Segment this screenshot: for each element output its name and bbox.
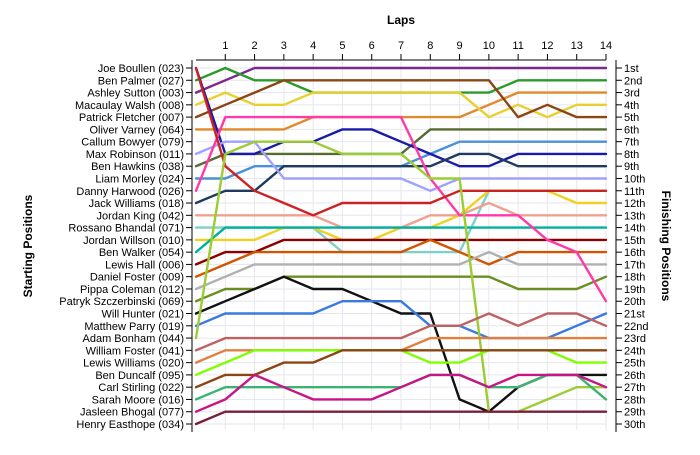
right-axis-title: Finishing Positions: [659, 191, 673, 302]
series-line-4: [194, 91, 608, 119]
x-tick-label: 3: [281, 40, 287, 52]
finishing-position-label: 12th: [624, 198, 645, 210]
starting-position-label: Ben Walker (054): [99, 247, 184, 259]
finishing-position-label: 22nd: [624, 321, 648, 333]
x-tick-label: 12: [541, 40, 553, 52]
starting-position-label: Jasleen Bhogal (077): [80, 407, 184, 419]
x-tick-label: 5: [339, 40, 345, 52]
finishing-position-label: 27th: [624, 382, 645, 394]
starting-position-label: Jordan Willson (010): [83, 235, 184, 247]
series-line-21: [194, 66, 608, 217]
finishing-position-label: 11th: [624, 186, 645, 198]
starting-position-label: William Foster (041): [86, 345, 184, 357]
starting-position-label: Ben Palmer (027): [98, 75, 184, 87]
finishing-position-label: 21st: [624, 309, 645, 321]
finishing-position-label: 28th: [624, 394, 645, 406]
series-line-15: [194, 238, 608, 266]
series-line-8: [194, 66, 608, 168]
starting-position-label: Jack Williams (018): [89, 198, 184, 210]
finishing-position-label: 2nd: [624, 75, 642, 87]
finishing-position-label: 4th: [624, 100, 639, 112]
finishing-position-label: 9th: [624, 161, 639, 173]
x-tick-label: 8: [427, 40, 433, 52]
starting-position-label: Lewis Hall (006): [105, 259, 184, 271]
starting-position-label: Max Robinson (011): [86, 149, 184, 161]
series-layer: [194, 66, 608, 426]
finishing-position-label: 18th: [624, 272, 645, 284]
starting-position-label: Ashley Sutton (003): [87, 88, 184, 100]
starting-position-label: Macaulay Walsh (008): [75, 100, 184, 112]
x-tick-label: 14: [600, 40, 612, 52]
starting-position-label: Daniel Foster (009): [90, 272, 184, 284]
series-line-20: [194, 115, 608, 303]
x-tick-label: 11: [512, 40, 523, 52]
finishing-position-label: 26th: [624, 370, 645, 382]
starting-position-label: Patryk Szczerbinski (069): [59, 296, 184, 308]
finishing-position-label: 6th: [624, 124, 639, 136]
finishing-position-label: 29th: [624, 407, 645, 419]
finishing-position-label: 14th: [624, 223, 645, 235]
x-tick-label: 2: [252, 40, 258, 52]
finishing-position-label: 19th: [624, 284, 645, 296]
x-axis-title: Laps: [387, 13, 415, 27]
finishing-position-label: 15th: [624, 235, 645, 247]
starting-position-label: Matthew Parry (019): [84, 321, 184, 333]
x-tick-label: 10: [483, 40, 495, 52]
series-line-24: [194, 312, 608, 352]
starting-position-label: Adam Bonham (044): [83, 333, 185, 345]
finishing-position-label: 16th: [624, 247, 645, 259]
series-line-10: [194, 140, 608, 193]
finishing-position-label: 3rd: [624, 88, 640, 100]
starting-position-label: Joe Boullen (023): [98, 63, 184, 75]
series-line-27: [194, 349, 608, 389]
finishing-position-label: 25th: [624, 358, 645, 370]
x-tick-label: 13: [571, 40, 583, 52]
starting-position-label: Carl Stirling (022): [98, 382, 184, 394]
series-line-1: [194, 66, 608, 94]
series-line-30: [194, 410, 608, 426]
x-tick-label: 1: [222, 40, 228, 52]
starting-position-label: Oliver Varney (064): [89, 124, 184, 136]
x-tick-label: 4: [310, 40, 316, 52]
starting-position-label: Ben Duncalf (095): [95, 370, 184, 382]
finishing-position-label: 24th: [624, 345, 645, 357]
starting-position-label: Will Hunter (021): [101, 309, 184, 321]
finishing-position-label: 5th: [624, 112, 639, 124]
series-line-14: [194, 226, 608, 254]
starting-position-label: Henry Easthope (034): [76, 419, 184, 431]
finishing-position-label: 7th: [624, 137, 639, 149]
x-tick-label: 6: [369, 40, 375, 52]
starting-position-label: Sarah Moore (016): [92, 394, 184, 406]
starting-position-label: Callum Bowyer (079): [81, 137, 184, 149]
x-tick-label: 7: [398, 40, 404, 52]
series-line-23: [194, 140, 608, 413]
starting-position-label: Ben Hawkins (038): [91, 161, 184, 173]
starting-position-label: Pippa Coleman (012): [80, 284, 184, 296]
starting-position-label: Liam Morley (024): [95, 173, 184, 185]
starting-position-label: Patrick Fletcher (007): [79, 112, 184, 124]
starting-position-label: Rossano Bhandal (071): [68, 223, 184, 235]
finishing-position-label: 17th: [624, 259, 645, 271]
series-line-5: [194, 79, 608, 119]
starting-position-label: Jordan King (042): [97, 210, 184, 222]
finishing-position-label: 13th: [624, 210, 645, 222]
starting-position-label: Lewis Williams (020): [83, 358, 184, 370]
finishing-position-label: 20th: [624, 296, 645, 308]
left-axis-title: Starting Positions: [21, 194, 35, 297]
series-line-16: [194, 238, 608, 278]
series-line-9: [194, 152, 608, 205]
series-line-29: [194, 373, 608, 413]
starting-position-label: Danny Harwood (026): [76, 186, 184, 198]
finishing-position-label: 23rd: [624, 333, 646, 345]
finishing-position-label: 30th: [624, 419, 645, 431]
finishing-position-label: 10th: [624, 173, 645, 185]
finishing-position-label: 1st: [624, 63, 639, 75]
finishing-position-label: 8th: [624, 149, 639, 161]
x-tick-label: 9: [457, 40, 463, 52]
series-line-17: [194, 250, 608, 291]
